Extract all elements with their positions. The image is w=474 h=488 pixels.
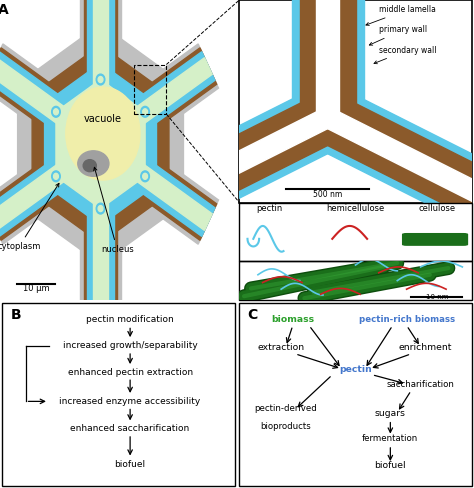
Polygon shape xyxy=(91,44,219,166)
Polygon shape xyxy=(80,0,121,144)
Text: nucleus: nucleus xyxy=(94,167,134,254)
Polygon shape xyxy=(0,122,111,244)
Text: bioproducts: bioproducts xyxy=(260,422,311,431)
Ellipse shape xyxy=(83,160,96,172)
Polygon shape xyxy=(310,90,474,221)
Polygon shape xyxy=(94,52,215,158)
Text: 500 nm: 500 nm xyxy=(313,190,342,200)
Circle shape xyxy=(317,108,339,127)
Text: hemicellulose: hemicellulose xyxy=(327,204,384,213)
Text: A: A xyxy=(0,3,9,17)
Text: C: C xyxy=(247,308,258,323)
Polygon shape xyxy=(0,44,111,166)
Text: enhanced pectin extraction: enhanced pectin extraction xyxy=(68,367,192,377)
Text: pectin modification: pectin modification xyxy=(86,315,174,325)
Text: pectin-rich biomass: pectin-rich biomass xyxy=(358,315,455,324)
Text: 10 nm: 10 nm xyxy=(426,294,448,300)
Polygon shape xyxy=(0,48,109,162)
Polygon shape xyxy=(292,0,364,118)
Text: cytoplasm: cytoplasm xyxy=(0,183,59,251)
Polygon shape xyxy=(87,0,114,144)
Polygon shape xyxy=(93,0,108,144)
Text: biofuel: biofuel xyxy=(115,460,146,469)
Polygon shape xyxy=(45,63,156,225)
Text: primary wall: primary wall xyxy=(369,25,427,45)
Text: cellulose: cellulose xyxy=(418,204,456,213)
Polygon shape xyxy=(80,144,121,300)
Text: increased growth/separability: increased growth/separability xyxy=(63,341,198,350)
Ellipse shape xyxy=(78,151,109,176)
Circle shape xyxy=(98,77,103,82)
Text: pectin: pectin xyxy=(339,365,372,374)
Text: biofuel: biofuel xyxy=(374,461,406,470)
Bar xyxy=(134,64,166,114)
Polygon shape xyxy=(0,130,107,236)
Polygon shape xyxy=(32,45,169,243)
Polygon shape xyxy=(84,0,117,144)
Text: pectin: pectin xyxy=(256,204,283,213)
Polygon shape xyxy=(171,109,333,202)
Polygon shape xyxy=(322,109,474,202)
Polygon shape xyxy=(0,58,104,152)
Polygon shape xyxy=(0,52,107,158)
Circle shape xyxy=(66,87,140,180)
Circle shape xyxy=(292,86,364,149)
Polygon shape xyxy=(163,97,342,214)
Circle shape xyxy=(141,171,149,182)
Text: sugars: sugars xyxy=(375,409,406,418)
Polygon shape xyxy=(94,130,215,236)
Polygon shape xyxy=(87,144,114,300)
Polygon shape xyxy=(93,144,108,300)
Text: fermentation: fermentation xyxy=(362,434,419,443)
Polygon shape xyxy=(56,80,145,208)
Text: extraction: extraction xyxy=(257,343,305,352)
Polygon shape xyxy=(0,126,109,240)
FancyBboxPatch shape xyxy=(402,233,468,246)
Circle shape xyxy=(54,173,58,179)
Text: biomass: biomass xyxy=(271,315,314,324)
Polygon shape xyxy=(159,90,346,221)
Polygon shape xyxy=(300,0,356,118)
Text: saccharification: saccharification xyxy=(387,380,455,389)
Text: increased enzyme accessibility: increased enzyme accessibility xyxy=(60,397,201,406)
Polygon shape xyxy=(314,97,474,214)
Polygon shape xyxy=(317,0,339,118)
Circle shape xyxy=(52,171,60,182)
Circle shape xyxy=(54,109,58,115)
Text: 10 μm: 10 μm xyxy=(23,284,49,293)
Polygon shape xyxy=(18,24,183,264)
Polygon shape xyxy=(97,58,212,152)
Circle shape xyxy=(143,173,147,179)
Text: B: B xyxy=(10,308,21,323)
Circle shape xyxy=(52,106,60,117)
Circle shape xyxy=(96,74,105,85)
Polygon shape xyxy=(0,136,104,230)
Text: secondary wall: secondary wall xyxy=(374,46,436,64)
Text: pectin-derived: pectin-derived xyxy=(255,404,317,412)
Circle shape xyxy=(300,93,356,142)
Circle shape xyxy=(143,109,147,115)
Circle shape xyxy=(141,106,149,117)
Polygon shape xyxy=(92,126,217,240)
Text: middle lamella: middle lamella xyxy=(366,5,436,25)
Text: enrichment: enrichment xyxy=(399,343,452,352)
Text: vacuole: vacuole xyxy=(84,114,122,123)
Text: enhanced saccharification: enhanced saccharification xyxy=(71,425,190,433)
Polygon shape xyxy=(91,122,219,244)
Circle shape xyxy=(98,205,103,212)
Circle shape xyxy=(96,203,105,214)
Polygon shape xyxy=(92,48,217,162)
Polygon shape xyxy=(97,136,212,230)
Polygon shape xyxy=(84,144,117,300)
